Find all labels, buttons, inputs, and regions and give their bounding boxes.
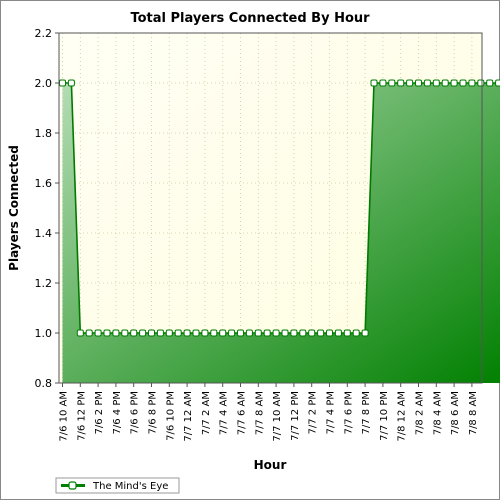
y-tick-label: 1.2 [35,277,53,290]
data-point [174,329,182,337]
y-tick-label: 1.6 [35,177,53,190]
area-fill [62,83,500,383]
x-tick-label: 7/7 4 AM [219,391,230,435]
data-point [210,329,218,337]
data-point [361,329,369,337]
x-tick-label: 7/7 6 PM [343,391,354,434]
x-tick-label: 7/8 12 AM [397,391,408,442]
x-tick-label: 7/8 8 AM [468,391,479,435]
x-tick-label: 7/7 10 PM [379,391,390,441]
chart-title: Total Players Connected By Hour [130,11,370,26]
data-point [148,329,155,337]
data-point [388,79,396,87]
data-point [406,79,414,87]
data-point [228,329,236,337]
data-point [103,329,111,337]
data-point [76,329,84,337]
y-axis-label: Players Connected [7,145,21,271]
data-point [343,329,351,337]
x-tick-label: 7/7 6 AM [237,391,248,435]
x-tick-label: 7/7 2 PM [308,391,319,434]
data-point [415,79,422,87]
data-point [85,329,93,337]
data-point [450,79,458,87]
data-point [432,79,440,87]
y-tick-label: 1.4 [35,227,53,240]
legend: The Mind's Eye [55,477,180,494]
legend-box [55,477,180,494]
data-point [477,79,485,87]
x-tick-label: 7/6 10 PM [165,391,176,441]
data-point [192,329,200,337]
legend-entry-label: The Mind's Eye [92,481,168,492]
x-tick-label: 7/7 12 AM [183,391,194,442]
data-point [130,329,138,337]
x-axis: 7/6 10 AM 7/6 12 PM 7/6 2 PM 7/6 4 PM 7/6 6 … [59,383,479,442]
data-point [495,79,500,87]
x-tick-label: 7/8 6 AM [450,391,461,435]
data-point [263,329,271,337]
x-tick-label: 7/7 4 PM [326,391,337,434]
data-point [459,79,467,87]
data-point [59,79,66,87]
x-tick-label: 7/8 2 AM [415,391,426,435]
data-point [156,329,164,337]
x-tick-label: 7/6 2 PM [94,391,105,434]
x-tick-label: 7/7 12 PM [290,391,301,441]
data-point [308,329,316,337]
series-area [62,83,500,383]
data-point [370,79,378,87]
x-tick-label: 7/7 8 AM [254,391,265,435]
x-tick-label: 7/6 10 AM [59,391,70,442]
data-point [334,329,342,337]
data-point [352,329,360,337]
y-tick-label: 2.2 [35,27,53,40]
data-point [290,329,298,337]
data-point [379,79,387,87]
data-point [67,79,75,87]
data-point [468,79,476,87]
x-tick-label: 7/7 10 AM [272,391,283,442]
data-point [245,329,253,337]
data-point [397,79,405,87]
series-markers [59,79,500,337]
x-tick-label: 7/6 6 PM [130,391,141,434]
data-point [272,329,280,337]
data-point [486,79,494,87]
y-tick-label: 2.0 [35,77,53,90]
x-axis-label: Hour [254,458,287,472]
data-point [441,79,449,87]
data-point [201,329,209,337]
x-tick-label: 7/6 12 PM [76,391,87,441]
x-tick-label: 7/8 4 AM [432,391,443,435]
legend-marker-icon [68,481,77,490]
data-point [183,329,191,337]
data-point [219,329,227,337]
data-point [121,329,129,337]
y-tick-label: 1.8 [35,127,53,140]
data-point [112,329,120,337]
y-tick-label: 1.0 [35,327,53,340]
data-point [326,329,333,337]
data-point [299,329,307,337]
data-point [94,329,102,337]
plot-border [58,32,483,384]
data-point [139,329,147,337]
data-point [237,329,244,337]
y-tick-label: 0.8 [35,377,53,390]
data-point [254,329,262,337]
x-tick-label: 7/7 2 AM [201,391,212,435]
x-tick-label: 7/7 8 PM [361,391,372,434]
data-point [317,329,325,337]
data-point [423,79,431,87]
data-point [281,329,289,337]
data-point [165,329,173,337]
y-axis: 0.8 1.0 1.2 1.4 1.6 1.8 2.0 2.2 [35,27,59,390]
x-tick-label: 7/6 8 PM [148,391,159,434]
x-tick-label: 7/6 4 PM [112,391,123,434]
